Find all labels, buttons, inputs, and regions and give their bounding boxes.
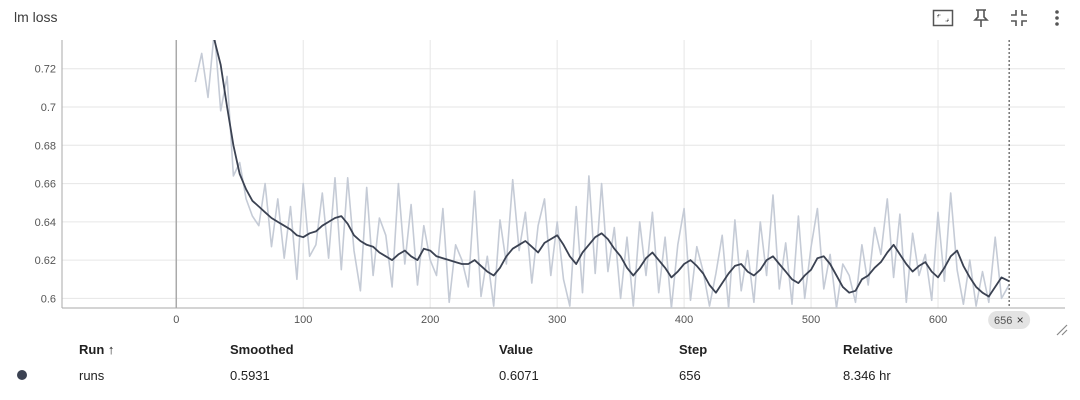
hover-step-chip (988, 311, 1031, 329)
step-header[interactable]: Step (679, 341, 708, 357)
y-tick-label: 0.64 (35, 217, 56, 229)
chart-title: lm loss (14, 9, 58, 25)
y-tick-label: 0.68 (35, 140, 56, 152)
run-name-cell: runs (79, 367, 105, 383)
y-tick-label: 0.72 (35, 64, 56, 76)
x-tick-label: 300 (548, 314, 566, 326)
y-tick-label: 0.66 (35, 179, 56, 191)
x-tick-label: 200 (421, 314, 439, 326)
x-tick-labels: 0 100 200 300 400 500 600 (173, 314, 947, 326)
loss-chart[interactable]: 0.6 0.62 0.64 0.66 0.68 0.7 0.72 0 100 200 300 400… (0, 30, 1080, 336)
x-tick-label: 400 (675, 314, 693, 326)
resize-handle-icon[interactable] (1054, 322, 1068, 336)
x-tick-label: 500 (802, 314, 820, 326)
run-color-swatch (17, 369, 27, 380)
sort-ascending-icon[interactable]: ↑ (107, 341, 115, 357)
collapse-button[interactable] (1006, 6, 1032, 30)
hover-marker[interactable]: 656 × (988, 40, 1031, 329)
runs-table: Run ↑ Smoothed Value Step Relative runs … (0, 336, 1043, 388)
more-options-button[interactable] (1044, 6, 1070, 30)
run-header-label: Run (79, 341, 105, 357)
value-header[interactable]: Value (499, 341, 533, 357)
y-tick-label: 0.7 (41, 102, 56, 114)
y-tick-label: 0.62 (35, 255, 56, 267)
table-header-row: Run ↑ Smoothed Value Step Relative (0, 336, 1043, 362)
chart-toolbar (930, 6, 1070, 30)
fit-domain-icon (932, 9, 954, 27)
x-tick-label: 600 (929, 314, 947, 326)
smoothed-header[interactable]: Smoothed (230, 341, 294, 357)
run-header[interactable]: Run ↑ (79, 336, 230, 362)
pin-button[interactable] (968, 6, 994, 30)
smoothed-cell: 0.5931 (230, 367, 270, 383)
more-vert-icon (1055, 10, 1059, 26)
swatch-header (0, 336, 79, 362)
table-row[interactable]: runs 0.5931 0.6071 656 8.346 hr (0, 362, 1043, 388)
collapse-icon (1011, 10, 1027, 26)
y-tick-label: 0.6 (41, 293, 56, 305)
relative-header[interactable]: Relative (843, 341, 893, 357)
step-cell: 656 (679, 367, 701, 383)
relative-cell: 8.346 hr (843, 367, 891, 383)
value-cell: 0.6071 (499, 367, 539, 383)
fit-domain-button[interactable] (930, 6, 956, 30)
pin-icon (973, 9, 989, 27)
x-tick-label: 100 (294, 314, 312, 326)
hover-close-icon[interactable]: × (1017, 313, 1024, 327)
smoothed-line (213, 40, 1010, 298)
raw-series (194, 40, 1010, 308)
y-tick-labels: 0.6 0.62 0.64 0.66 0.68 0.7 0.72 (35, 64, 56, 306)
chart-axes (61, 40, 1065, 309)
x-tick-label: 0 (173, 314, 179, 326)
hover-step-label: 656 (994, 315, 1012, 327)
smoothed-series (213, 40, 1010, 298)
chart-grid (62, 40, 1065, 308)
raw-line (194, 40, 1010, 308)
